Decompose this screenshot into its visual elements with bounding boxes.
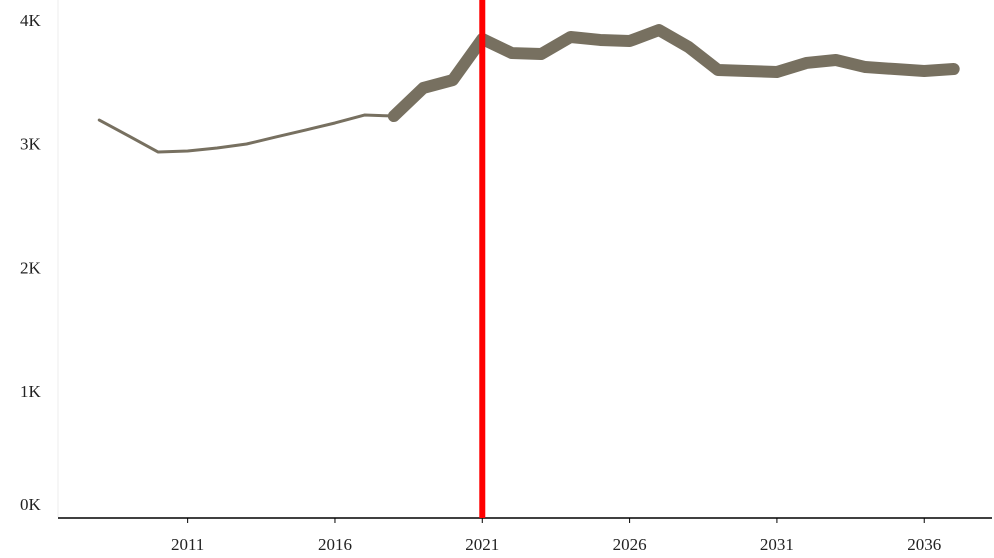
line	[97, 113, 396, 154]
y-tick-label: 3K	[20, 135, 42, 154]
x-tick-label: 2016	[318, 535, 352, 554]
x-tick-label: 2031	[760, 535, 794, 554]
x-tick-label: 2026	[613, 535, 647, 554]
y-tick-label: 1K	[20, 382, 42, 401]
line	[387, 24, 960, 123]
x-tick-label: 2011	[171, 535, 204, 554]
x-tick-label: 2021	[465, 535, 499, 554]
y-tick-label: 0K	[20, 495, 42, 514]
x-tick-label: 2036	[907, 535, 941, 554]
y-tick-label: 2K	[20, 258, 42, 277]
y-tick-label: 4K	[20, 11, 42, 30]
